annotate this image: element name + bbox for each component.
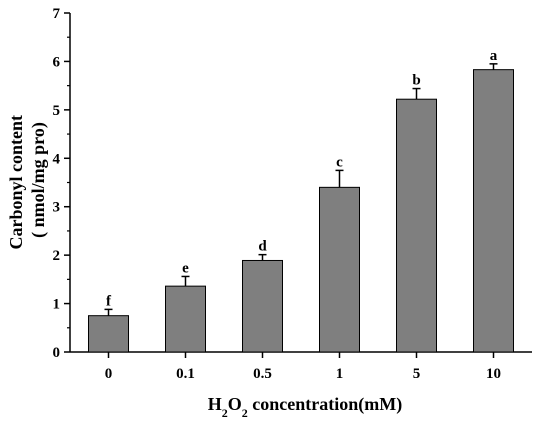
y-tick-label: 4 bbox=[53, 151, 61, 167]
y-tick-label: 7 bbox=[53, 6, 61, 22]
x-axis-title: H2O2 concentration(mM) bbox=[208, 394, 402, 420]
y-tick-label: 5 bbox=[53, 103, 61, 119]
significance-label: f bbox=[106, 293, 112, 309]
y-tick-label: 0 bbox=[53, 345, 61, 361]
significance-label: b bbox=[412, 73, 420, 89]
y-axis-title: Carbonyl content ( nmol/mg pro) bbox=[6, 111, 49, 250]
y-tick-label: 2 bbox=[53, 248, 61, 264]
y-tick-label: 3 bbox=[53, 200, 61, 216]
plot-area: 0 1 2 3 4 5 6 7 f 0 e 0.1 d 0.5 c 1 b 5 a 10 bbox=[53, 6, 532, 382]
y-axis-title-line1: Carbonyl content bbox=[6, 115, 26, 250]
y-tick-label: 6 bbox=[53, 54, 61, 70]
bar-0.5 bbox=[242, 259, 283, 353]
bar-1 bbox=[319, 186, 360, 353]
y-axis-title-line2: ( nmol/mg pro) bbox=[28, 122, 49, 238]
significance-label: c bbox=[336, 154, 343, 170]
x-tick-label: 10 bbox=[486, 366, 501, 382]
bar-0 bbox=[88, 315, 129, 353]
x-tick-label: 0 bbox=[105, 366, 113, 382]
significance-label: e bbox=[182, 260, 189, 276]
significance-label: d bbox=[258, 239, 267, 255]
y-tick-label: 1 bbox=[53, 297, 61, 313]
bar-10 bbox=[473, 69, 514, 353]
bar-5 bbox=[396, 98, 437, 353]
bar-0.1 bbox=[165, 285, 206, 353]
x-tick-label: 0.5 bbox=[253, 366, 272, 382]
x-tick-label: 5 bbox=[413, 366, 421, 382]
x-tick-label: 1 bbox=[336, 366, 344, 382]
x-tick-label: 0.1 bbox=[176, 366, 195, 382]
significance-label: a bbox=[490, 48, 498, 64]
